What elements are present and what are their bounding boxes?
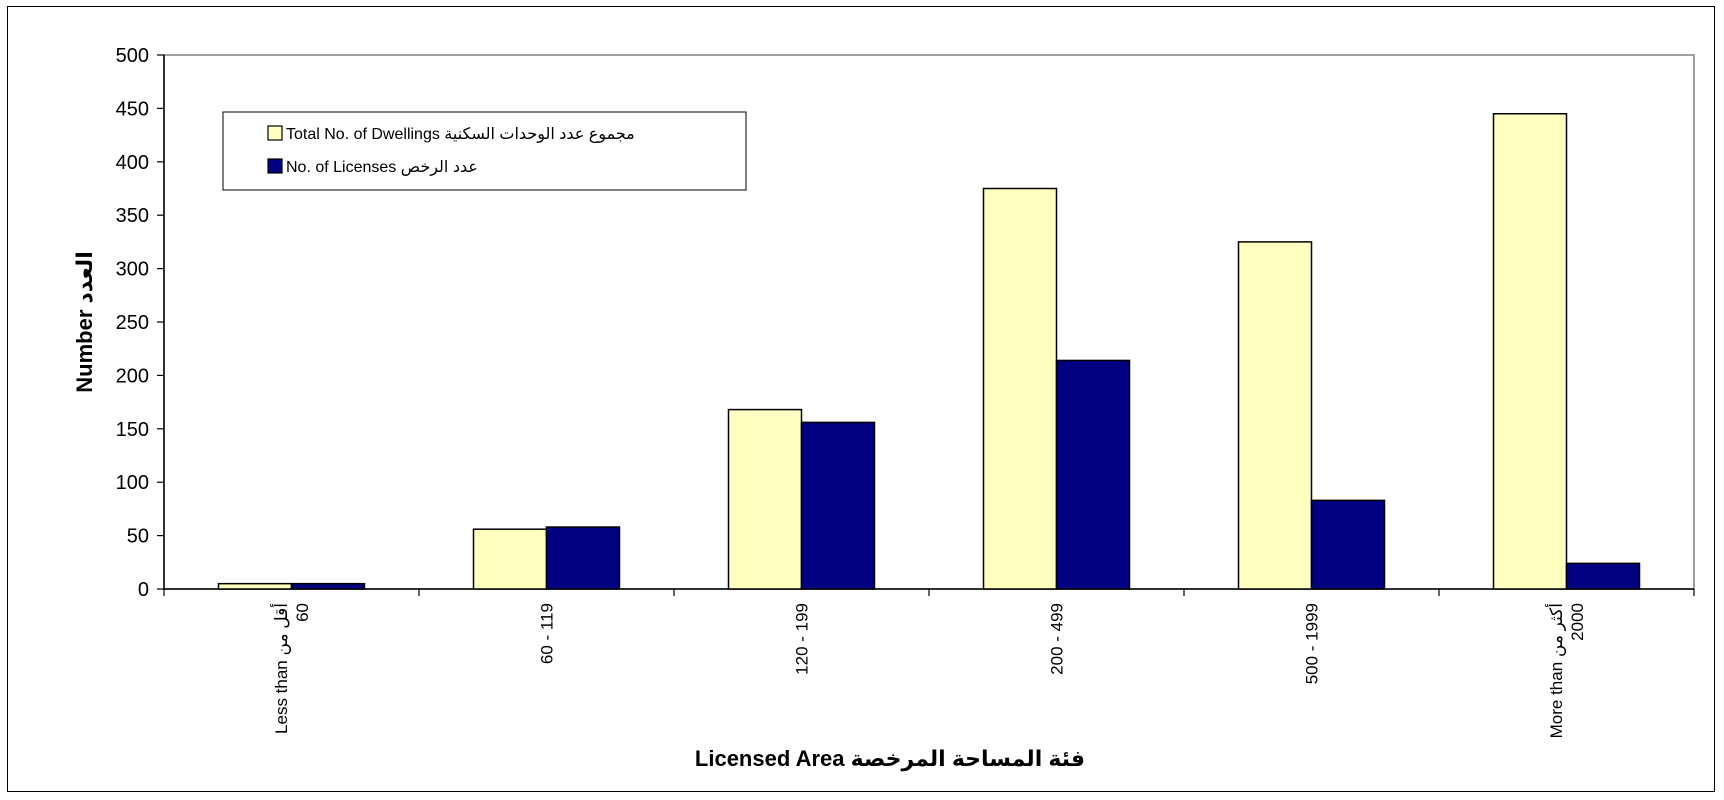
legend-swatch	[267, 125, 283, 141]
x-tick-label: 500 - 1999	[1303, 603, 1322, 684]
x-tick-label-line: 200 - 499	[1048, 603, 1067, 675]
x-tick-label-line: 120 - 199	[793, 603, 812, 675]
y-tick-label: 100	[116, 472, 149, 494]
x-tick-label-line: Less than أقل من	[270, 603, 291, 734]
legend-swatch	[267, 158, 283, 174]
bar-dwellings	[217, 582, 293, 590]
x-tick-label: 60 - 119	[538, 603, 557, 664]
bar-dwellings	[727, 408, 803, 590]
y-tick-label: 50	[127, 526, 149, 548]
y-tick-label: 300	[116, 259, 149, 281]
bar-licenses	[1310, 499, 1386, 590]
x-tick-label: More than أكثر من 2000	[1545, 603, 1587, 738]
x-tick-label: Less than أقل من 60	[270, 603, 312, 734]
x-tick-label: 200 - 499	[1048, 603, 1067, 675]
x-tick-label: 120 - 199	[793, 603, 812, 675]
y-tick-label: 350	[116, 205, 149, 227]
x-tick-label-line: 60 - 119	[538, 603, 557, 664]
bar-licenses	[800, 421, 876, 590]
bar-licenses	[290, 582, 366, 590]
y-tick-label: 0	[138, 579, 149, 601]
y-axis: 0 50 100 150 200 250 300 350 400 450 500	[116, 45, 164, 601]
y-tick-label: 150	[116, 419, 149, 441]
bars	[217, 112, 1641, 590]
bar-dwellings	[472, 528, 548, 590]
y-tick-label: 500	[116, 45, 149, 67]
y-tick-label: 400	[116, 152, 149, 174]
bar-dwellings	[1492, 112, 1568, 590]
x-tick-label-line: More than أكثر من	[1545, 603, 1566, 738]
y-tick-label: 250	[116, 312, 149, 334]
x-axis: Less than أقل من 60 60 - 119 120 - 199 200 -…	[163, 589, 1695, 738]
x-tick-label-line: 60	[293, 603, 312, 622]
bar-dwellings	[1237, 241, 1313, 590]
legend-box	[222, 111, 747, 191]
legend-label: Total No. of Dwellings مجموع عدد الوحدات…	[286, 126, 635, 144]
y-axis-title: Number العدد	[72, 251, 97, 392]
bar-licenses	[545, 526, 621, 590]
y-tick-label: 200	[116, 365, 149, 387]
x-tick-label-line: 2000	[1568, 603, 1587, 641]
y-tick-label: 450	[116, 98, 149, 120]
bar-dwellings	[982, 187, 1058, 590]
legend: Total No. of Dwellings مجموع عدد الوحدات…	[222, 111, 747, 191]
legend-label: No. of Licenses عدد الرخص	[286, 159, 478, 177]
bar-licenses	[1055, 359, 1131, 590]
bar-licenses	[1565, 562, 1641, 590]
x-tick-label-line: 500 - 1999	[1303, 603, 1322, 684]
x-axis-title: Licensed Area فئة المساحة المرخصة	[695, 746, 1085, 772]
